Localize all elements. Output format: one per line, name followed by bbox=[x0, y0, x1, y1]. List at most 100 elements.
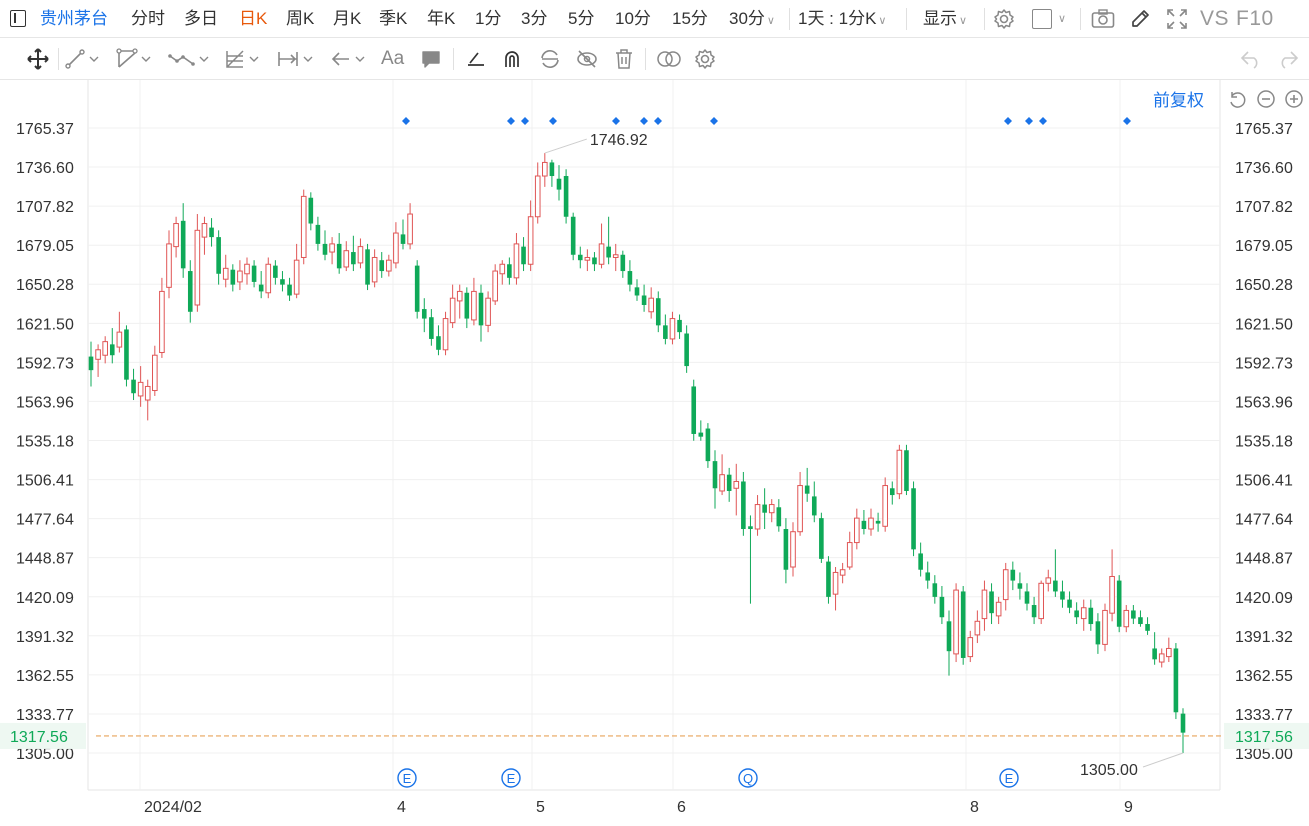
y-tick-label-left: 1535.18 bbox=[16, 434, 74, 451]
period-tab-3min[interactable]: 3分 bbox=[521, 9, 548, 28]
event-marker-label: E bbox=[403, 771, 412, 786]
overlay-compare-tool[interactable] bbox=[656, 38, 682, 80]
candle-body-down bbox=[925, 572, 931, 581]
candle-body-down bbox=[436, 336, 441, 350]
wave-tool[interactable] bbox=[168, 38, 209, 80]
compare-vs-button[interactable]: VS bbox=[1200, 7, 1230, 30]
magnet-tool[interactable] bbox=[501, 38, 523, 80]
candle-body-down bbox=[712, 461, 718, 489]
camera-icon[interactable] bbox=[1091, 9, 1115, 29]
candle-body-up bbox=[237, 270, 243, 283]
candle-body-down bbox=[1017, 583, 1023, 589]
f10-button[interactable]: F10 bbox=[1236, 7, 1274, 30]
candle-body-down bbox=[322, 243, 328, 255]
brush-stroke-icon bbox=[468, 52, 484, 66]
period-tab-multiday[interactable]: 多日 bbox=[184, 9, 218, 28]
undo-button[interactable] bbox=[1239, 38, 1263, 80]
move-cross-icon[interactable] bbox=[26, 38, 50, 80]
candle-body-down bbox=[464, 292, 470, 319]
period-tab-timeshare[interactable]: 分时 bbox=[131, 9, 165, 28]
brush-tool[interactable] bbox=[465, 38, 487, 80]
candle-body-down bbox=[684, 333, 689, 367]
candlestick-chart[interactable]: 1765.37 1765.37 1736.60 1736.60 1707.82 1707.… bbox=[0, 80, 1309, 826]
candle-body-up bbox=[492, 270, 498, 302]
arrow-tool[interactable] bbox=[330, 38, 365, 80]
y-tick-label-right: 1650.28 bbox=[1235, 277, 1293, 294]
hide-drawings-tool[interactable] bbox=[575, 38, 599, 80]
candle-body-down bbox=[741, 481, 746, 529]
fullscreen-icon[interactable] bbox=[1166, 8, 1188, 30]
y-tick-label-left: 1563.96 bbox=[16, 394, 74, 411]
settings-gear-icon[interactable] bbox=[993, 8, 1015, 30]
adjust-mode-button[interactable]: 前复权 bbox=[1153, 91, 1204, 110]
drawing-settings-tool[interactable] bbox=[694, 38, 716, 80]
candle-body-down bbox=[1074, 610, 1079, 618]
magnet-icon bbox=[505, 51, 519, 67]
period-tab-30min[interactable]: 30分 ∨ bbox=[729, 0, 775, 38]
period-tab-5min[interactable]: 5分 bbox=[568, 9, 595, 28]
measure-tool[interactable] bbox=[276, 38, 313, 80]
layout-square-icon[interactable] bbox=[1032, 9, 1052, 29]
candle-body-up bbox=[386, 259, 392, 272]
period-tab-weekly[interactable]: 周K bbox=[286, 9, 315, 28]
candle-body-down bbox=[478, 292, 484, 326]
candle-body-up bbox=[407, 213, 413, 245]
pencil-icon[interactable] bbox=[1129, 8, 1151, 30]
candle-body-down bbox=[819, 518, 824, 559]
y-tick-label-left: 1765.37 bbox=[16, 121, 74, 138]
chevron-down-icon[interactable]: ∨ bbox=[1058, 13, 1067, 25]
zoom-out-icon[interactable] bbox=[1255, 88, 1277, 110]
candle-body-down bbox=[379, 260, 385, 272]
y-tick-label-left: 1621.50 bbox=[16, 316, 74, 333]
candle-body-up bbox=[471, 290, 477, 321]
channel-tool[interactable] bbox=[116, 38, 151, 80]
period-tab-15min[interactable]: 15分 bbox=[672, 9, 708, 28]
event-marker-circle bbox=[397, 768, 417, 788]
period-tab-quarterly[interactable]: 季K bbox=[379, 9, 408, 28]
period-tab-yearly[interactable]: 年K bbox=[427, 9, 456, 28]
candle-body-down bbox=[1131, 610, 1136, 619]
divider bbox=[453, 48, 454, 70]
candle-body-up bbox=[1158, 653, 1165, 663]
candle-body-up bbox=[1038, 582, 1044, 620]
period-tab-10min[interactable]: 10分 bbox=[615, 9, 651, 28]
candle-body-up bbox=[534, 175, 541, 218]
trend-line-tool[interactable] bbox=[64, 38, 99, 80]
candle-body-down bbox=[946, 621, 952, 652]
comment-tool[interactable] bbox=[420, 38, 442, 80]
zoom-in-icon[interactable] bbox=[1283, 88, 1305, 110]
candle-body-down bbox=[1145, 624, 1150, 631]
y-tick-label-right: 1391.32 bbox=[1235, 629, 1293, 646]
fibonacci-tool[interactable] bbox=[224, 38, 259, 80]
candle-body-down bbox=[1095, 621, 1101, 645]
candle-body-down bbox=[875, 520, 881, 524]
eye-off-icon bbox=[577, 50, 597, 68]
candle-body-down bbox=[627, 271, 633, 285]
candle-body-down bbox=[400, 234, 406, 244]
candle-body-down bbox=[216, 237, 221, 274]
period-tab-1min[interactable]: 1分 bbox=[475, 9, 502, 28]
stock-name[interactable]: 贵州茅台 bbox=[40, 9, 108, 28]
candle-body-up bbox=[584, 256, 591, 261]
candle-body-up bbox=[612, 254, 619, 258]
candle-body-up bbox=[1045, 577, 1052, 584]
current-price-badge-left bbox=[0, 722, 86, 749]
delete-drawings-tool[interactable] bbox=[613, 38, 635, 80]
multi-period-select[interactable]: 1天 : 1分K ∨ bbox=[798, 0, 886, 38]
display-menu[interactable]: 显示 ∨ bbox=[923, 0, 967, 38]
reset-icon[interactable] bbox=[1226, 88, 1248, 110]
event-diamond-icon bbox=[640, 117, 648, 125]
current-price-label-right: 1317.56 bbox=[1235, 729, 1293, 746]
line-segment-icon bbox=[65, 49, 85, 69]
candle-body-up bbox=[967, 637, 974, 658]
text-tool[interactable]: Aa bbox=[381, 48, 405, 69]
y-tick-label-right: 1477.64 bbox=[1235, 512, 1293, 529]
period-tab-monthly[interactable]: 月K bbox=[333, 9, 362, 28]
sidebar-toggle-icon[interactable] bbox=[10, 10, 26, 27]
lock-drawing-tool[interactable] bbox=[538, 38, 562, 80]
period-tab-daily[interactable]: 日K bbox=[239, 9, 268, 28]
y-tick-label-right: 1420.09 bbox=[1235, 590, 1293, 607]
redo-button[interactable] bbox=[1276, 38, 1300, 80]
candle-body-down bbox=[705, 428, 711, 462]
candle-body-down bbox=[691, 386, 697, 434]
